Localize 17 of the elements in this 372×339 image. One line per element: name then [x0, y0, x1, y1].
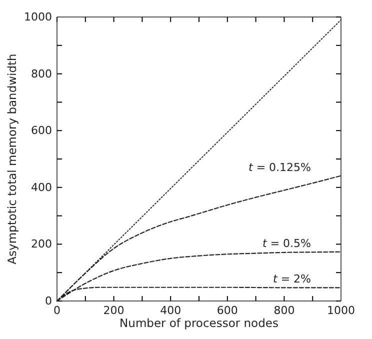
series-label: t = 2% — [273, 272, 311, 286]
y-axis-title: Asymptotic total memory bandwidth — [5, 54, 19, 264]
x-axis-title: Number of processor nodes — [120, 316, 278, 330]
x-tick-label: 0 — [54, 304, 60, 317]
x-tick-label: 200 — [103, 304, 124, 317]
y-tick-label: 400 — [31, 180, 52, 194]
series-label: t = 0.125% — [248, 160, 311, 174]
x-tick-label: 600 — [216, 304, 238, 317]
y-tick-label: 0 — [45, 294, 52, 308]
x-tick-label: 800 — [274, 304, 295, 317]
x-tick-label: 1000 — [327, 304, 355, 317]
y-tick-label: 800 — [31, 67, 52, 80]
y-tick-label: 200 — [31, 238, 52, 251]
series-label: t = 0.5% — [262, 236, 311, 250]
y-tick-label: 600 — [31, 124, 52, 138]
y-tick-label: 1000 — [24, 10, 52, 24]
x-tick-label: 400 — [160, 304, 182, 317]
